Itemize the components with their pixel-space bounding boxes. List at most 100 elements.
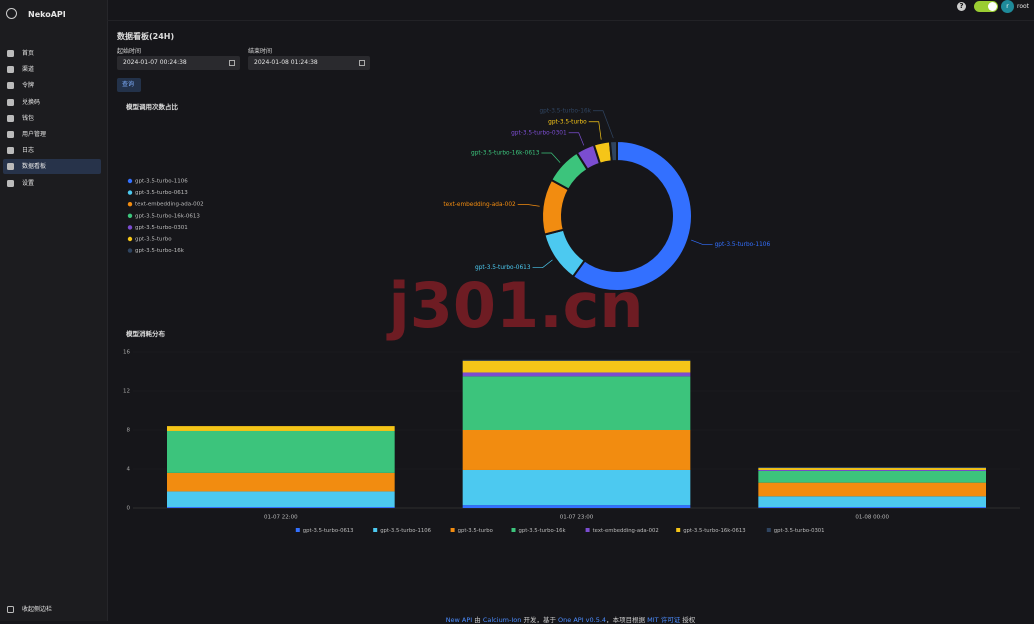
bar-segment — [167, 491, 395, 508]
query-button[interactable]: 查询 — [117, 78, 141, 92]
bar-segment — [758, 482, 986, 497]
collapse-button[interactable]: 收起侧边栏 — [3, 602, 101, 617]
legend-marker — [127, 213, 133, 218]
footer-link[interactable]: Calcium-Ion — [482, 616, 522, 624]
pie-label: gpt-3.5-turbo-0613 — [475, 265, 531, 271]
legend-marker — [295, 528, 300, 532]
avatar[interactable]: r — [1001, 0, 1014, 13]
bar-segment — [758, 468, 986, 470]
legend-label: gpt-3.5-turbo — [135, 237, 172, 243]
legend-label: gpt-3.5-turbo-0301 — [135, 225, 188, 231]
bar-segment — [758, 467, 986, 469]
legend-marker — [766, 528, 771, 532]
help-icon[interactable]: ? — [957, 2, 966, 11]
menu-item[interactable]: 日志 — [3, 143, 101, 158]
end-input[interactable]: 2024-01-08 01:24:38 — [248, 56, 370, 70]
menu-icon — [7, 98, 14, 106]
legend-label: gpt-3.5-turbo-0613 — [303, 528, 354, 534]
footer-text: ，本项目根据 — [606, 616, 648, 624]
legend-marker — [373, 528, 378, 532]
end-value: 2024-01-08 01:24:38 — [254, 59, 318, 66]
legend-marker — [511, 528, 516, 532]
theme-toggle[interactable] — [974, 1, 998, 12]
y-tick-label: 0 — [127, 506, 131, 512]
legend-label: text-embedding-ada-002 — [593, 528, 659, 534]
legend-label: gpt-3.5-turbo-0301 — [774, 528, 825, 534]
legend-label: gpt-3.5-turbo-1106 — [380, 528, 431, 534]
menu-item[interactable]: 渠道 — [3, 62, 101, 77]
legend-marker — [450, 528, 455, 532]
username[interactable]: root — [1017, 3, 1030, 10]
y-tick-label: 16 — [123, 350, 130, 356]
menu-icon — [7, 179, 14, 187]
pie-label: gpt-3.5-turbo-1106 — [715, 242, 771, 248]
menu-item[interactable]: 钱包 — [3, 111, 101, 126]
footer-text: 授权 — [680, 616, 696, 624]
x-tick-label: 01-07 23:00 — [560, 515, 594, 521]
leader-line — [588, 121, 602, 140]
legend-label: gpt-3.5-turbo-16k-0613 — [135, 213, 200, 219]
bar-segment — [758, 470, 986, 483]
menu-text: 用户管理 — [22, 131, 47, 138]
bar-segment — [758, 469, 986, 471]
pie-label: gpt-3.5-turbo-16k-0613 — [471, 151, 540, 157]
pie-segment — [571, 139, 693, 292]
menu-item[interactable]: 首页 — [3, 46, 101, 61]
menu-text: 令牌 — [22, 82, 35, 90]
start-value: 2024-01-07 00:24:38 — [123, 59, 187, 66]
legend-marker — [127, 178, 133, 184]
brand: NekoAPI — [28, 10, 66, 19]
page-title: 数据看板(24H) — [117, 32, 175, 41]
footer-link[interactable]: New API — [445, 616, 473, 624]
menu-item[interactable]: 用户管理 — [3, 127, 101, 142]
legend-marker — [127, 225, 133, 230]
footer-text: 开发，基于 — [521, 616, 559, 624]
bar-segment — [462, 505, 691, 508]
menu-text: 设置 — [22, 179, 35, 187]
legend-marker — [127, 190, 133, 195]
legend-label: gpt-3.5-turbo-16k — [519, 528, 567, 534]
leader-line — [691, 239, 713, 245]
bar-segment — [758, 507, 986, 508]
legend-label: gpt-3.5-turbo-16k — [135, 248, 185, 254]
pie-segment — [608, 139, 618, 163]
menu-item[interactable]: 设置 — [3, 176, 101, 191]
top-bar: ? r root — [107, 0, 1034, 21]
footer-link[interactable]: One API v0.5.4 — [558, 616, 607, 624]
legend-marker — [127, 236, 133, 242]
start-label: 起始时间 — [117, 48, 142, 55]
leader-line — [517, 204, 540, 207]
menu-item[interactable]: 数据看板 — [3, 159, 101, 175]
menu-icon — [7, 114, 14, 122]
menu-item[interactable]: 令牌 — [3, 78, 101, 93]
menu-text: 首页 — [22, 50, 35, 57]
footer-text: 由 — [472, 616, 483, 624]
x-tick-label: 01-08 00:00 — [855, 515, 889, 521]
menu-icon — [7, 66, 14, 74]
footer-link[interactable]: MIT 许可证 — [647, 616, 681, 624]
footer: New API 由 Calcium-Ion 开发，基于 One API v0.5… — [0, 614, 1034, 624]
menu-icon — [7, 50, 14, 57]
bar-segment — [462, 359, 691, 361]
legend-label: text-embedding-ada-002 — [135, 202, 204, 208]
legend-label: gpt-3.5-turbo-1106 — [135, 179, 188, 185]
bar-segment — [167, 430, 395, 473]
menu-item[interactable]: 兑换码 — [3, 95, 101, 110]
menu-icon — [7, 147, 14, 155]
start-input[interactable]: 2024-01-07 00:24:38 — [117, 56, 240, 70]
bar-segment — [462, 376, 691, 430]
menu-text: 数据看板 — [22, 163, 47, 171]
menu-icon — [7, 131, 14, 138]
menu-text: 兑换码 — [22, 98, 41, 106]
pie-title: 模型调用次数占比 — [126, 102, 179, 111]
bar-segment — [462, 469, 691, 506]
leader-line — [568, 132, 585, 146]
bar-title: 模型消耗分布 — [126, 329, 166, 338]
end-label: 结束时间 — [248, 48, 273, 55]
x-tick-label: 01-07 22:00 — [264, 515, 298, 521]
leader-line — [593, 110, 614, 139]
legend-marker — [585, 528, 590, 532]
legend-marker — [676, 528, 681, 532]
